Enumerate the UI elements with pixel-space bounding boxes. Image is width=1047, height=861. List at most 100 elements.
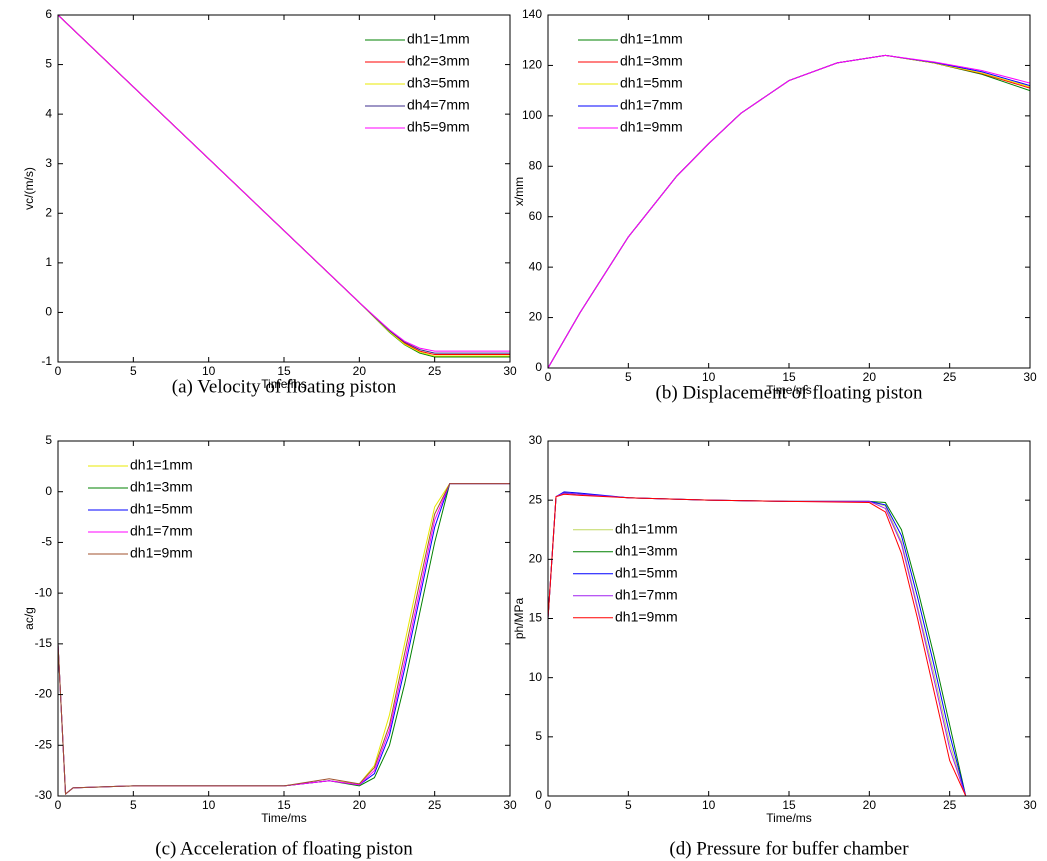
y-tick-label: 4 bbox=[45, 106, 52, 120]
y-tick-label: 60 bbox=[529, 209, 543, 223]
series-line bbox=[57, 483, 510, 795]
caption: (c) Acceleration of floating piston bbox=[155, 838, 413, 859]
x-axis-label: Time/ms bbox=[261, 377, 307, 391]
series-line bbox=[57, 483, 510, 795]
y-tick-label: 3 bbox=[45, 156, 52, 170]
legend-label: dh1=3mm bbox=[615, 542, 678, 558]
x-tick-label: 5 bbox=[130, 798, 137, 812]
series-line bbox=[547, 492, 1030, 797]
y-tick-label: 20 bbox=[529, 552, 543, 566]
y-tick-label: 80 bbox=[529, 158, 543, 172]
legend-label: dh1=1mm bbox=[615, 520, 678, 536]
caption: (d) Pressure for buffer chamber bbox=[669, 838, 909, 859]
legend-label: dh1=3mm bbox=[620, 53, 683, 69]
legend-label: dh1=9mm bbox=[620, 119, 683, 135]
y-tick-label: -1 bbox=[41, 354, 52, 368]
x-tick-label: 0 bbox=[55, 364, 62, 378]
y-tick-label: 5 bbox=[45, 433, 52, 447]
x-tick-label: 0 bbox=[55, 798, 62, 812]
y-axis-label: ac/g bbox=[22, 607, 36, 630]
series-line bbox=[547, 492, 1030, 797]
y-tick-label: 0 bbox=[535, 788, 542, 802]
y-tick-label: 30 bbox=[529, 433, 543, 447]
legend-label: dh1=5mm bbox=[130, 501, 193, 517]
y-axis-label: ph/MPa bbox=[512, 597, 526, 639]
y-tick-label: 140 bbox=[522, 7, 542, 21]
x-tick-label: 20 bbox=[863, 370, 877, 384]
legend-label: dh2=3mm bbox=[407, 53, 470, 69]
x-tick-label: 10 bbox=[202, 364, 216, 378]
y-tick-label: 0 bbox=[535, 360, 542, 374]
y-tick-label: 1 bbox=[45, 255, 52, 269]
legend-label: dh1=1mm bbox=[407, 31, 470, 47]
x-axis-label: Time/ms bbox=[261, 811, 307, 825]
x-tick-label: 20 bbox=[863, 798, 877, 812]
x-tick-label: 25 bbox=[428, 798, 442, 812]
x-tick-label: 30 bbox=[1023, 370, 1037, 384]
x-tick-label: 25 bbox=[943, 370, 957, 384]
plot-frame bbox=[57, 440, 511, 797]
series-line bbox=[57, 483, 510, 795]
y-tick-label: 10 bbox=[529, 670, 543, 684]
legend-label: dh1=5mm bbox=[615, 564, 678, 580]
x-tick-label: 20 bbox=[353, 364, 367, 378]
x-tick-label: 5 bbox=[625, 370, 632, 384]
series-line bbox=[547, 493, 1030, 797]
x-tick-label: 10 bbox=[702, 798, 716, 812]
x-tick-label: 30 bbox=[1023, 798, 1037, 812]
y-tick-label: 0 bbox=[45, 484, 52, 498]
y-tick-label: -25 bbox=[35, 737, 53, 751]
caption: (b) Displacement of floating piston bbox=[656, 382, 923, 403]
legend-label: dh1=1mm bbox=[620, 31, 683, 47]
y-tick-label: 25 bbox=[529, 492, 543, 506]
y-tick-label: 100 bbox=[522, 108, 542, 122]
legend-label: dh1=9mm bbox=[615, 608, 678, 624]
y-tick-label: 20 bbox=[529, 310, 543, 324]
y-tick-label: -30 bbox=[35, 788, 53, 802]
x-axis-label: Time/ms bbox=[766, 811, 812, 825]
legend-label: dh1=7mm bbox=[130, 523, 193, 539]
x-tick-label: 5 bbox=[625, 798, 632, 812]
legend-label: dh1=7mm bbox=[620, 97, 683, 113]
y-tick-label: 6 bbox=[45, 7, 52, 21]
legend-label: dh1=1mm bbox=[130, 457, 193, 473]
caption: (a) Velocity of floating piston bbox=[172, 376, 397, 397]
x-tick-label: 20 bbox=[353, 798, 367, 812]
legend-label: dh5=9mm bbox=[407, 119, 470, 135]
legend-label: dh1=9mm bbox=[130, 545, 193, 561]
x-tick-label: 25 bbox=[428, 364, 442, 378]
y-tick-label: -5 bbox=[41, 535, 52, 549]
y-tick-label: 15 bbox=[529, 611, 543, 625]
series-line bbox=[57, 14, 510, 352]
x-tick-label: 10 bbox=[202, 798, 216, 812]
x-tick-label: 0 bbox=[545, 798, 552, 812]
y-tick-label: 40 bbox=[529, 259, 543, 273]
x-tick-label: 0 bbox=[545, 370, 552, 384]
y-tick-label: -15 bbox=[35, 636, 53, 650]
x-tick-label: 30 bbox=[503, 364, 517, 378]
x-tick-label: 5 bbox=[130, 364, 137, 378]
x-tick-label: 30 bbox=[503, 798, 517, 812]
series-line bbox=[547, 492, 1030, 797]
x-axis-label: Time/ms bbox=[766, 383, 812, 397]
x-tick-label: 15 bbox=[277, 364, 291, 378]
legend-label: dh3=5mm bbox=[407, 75, 470, 91]
y-tick-label: 2 bbox=[45, 205, 52, 219]
y-axis-label: vc/(m/s) bbox=[22, 167, 36, 210]
x-tick-label: 25 bbox=[943, 798, 957, 812]
y-tick-label: 5 bbox=[45, 57, 52, 71]
legend-label: dh4=7mm bbox=[407, 97, 470, 113]
series-line bbox=[57, 483, 510, 795]
x-tick-label: 15 bbox=[782, 798, 796, 812]
x-tick-label: 15 bbox=[277, 798, 291, 812]
series-line bbox=[57, 483, 510, 795]
y-tick-label: 5 bbox=[535, 729, 542, 743]
series-line bbox=[547, 491, 1030, 797]
x-tick-label: 15 bbox=[782, 370, 796, 384]
legend-label: dh1=7mm bbox=[615, 586, 678, 602]
y-tick-label: -10 bbox=[35, 585, 53, 599]
legend-label: dh1=5mm bbox=[620, 75, 683, 91]
y-axis-label: x/mm bbox=[512, 177, 526, 206]
series-line bbox=[547, 54, 1031, 369]
